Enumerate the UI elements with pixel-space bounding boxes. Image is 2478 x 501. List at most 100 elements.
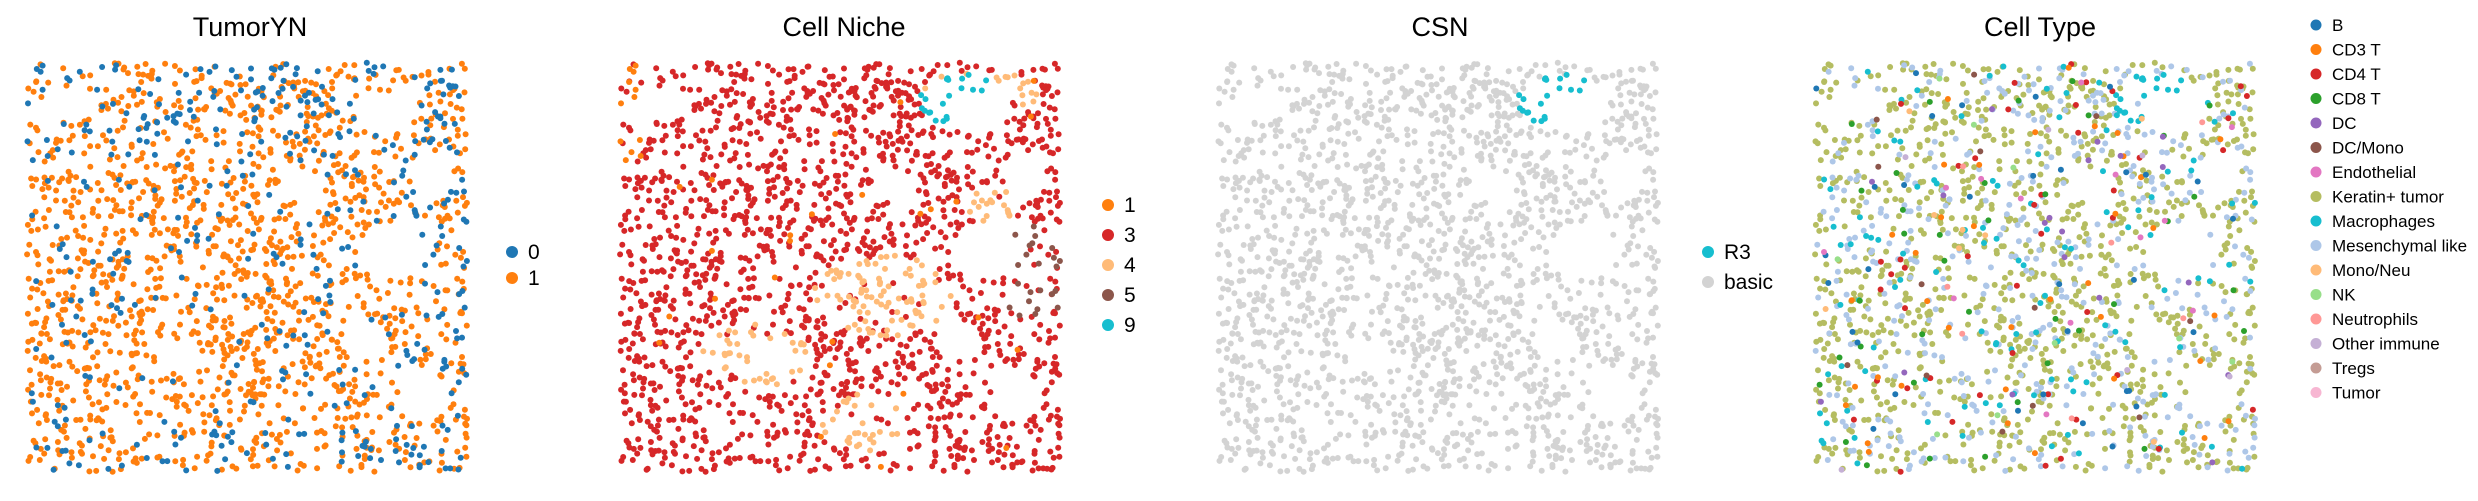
data-point: [389, 142, 396, 149]
data-point: [880, 155, 887, 162]
data-point: [1056, 258, 1063, 264]
data-point: [81, 332, 88, 338]
data-point: [811, 466, 818, 473]
data-point: [1648, 254, 1655, 261]
data-point: [152, 275, 159, 282]
data-point: [352, 262, 359, 269]
data-point: [452, 251, 459, 258]
data-point: [114, 127, 121, 134]
data-point: [1023, 251, 1030, 258]
data-point: [1013, 443, 1020, 450]
data-point: [1036, 336, 1043, 343]
data-point: [674, 150, 681, 157]
data-point: [330, 219, 336, 226]
data-point: [25, 85, 32, 92]
data-point: [671, 442, 678, 449]
data-point: [1006, 435, 1013, 441]
data-point: [75, 329, 82, 336]
data-point: [1306, 176, 1313, 183]
data-point: [1236, 277, 1243, 284]
data-point: [245, 203, 252, 209]
data-point: [238, 87, 244, 94]
data-point: [87, 338, 94, 345]
data-point: [1041, 360, 1048, 367]
data-point: [799, 412, 806, 419]
data-point: [1449, 321, 1456, 328]
data-point: [833, 185, 840, 192]
data-point: [1270, 214, 1277, 221]
data-point: [163, 394, 170, 401]
data-point: [1319, 212, 1326, 219]
data-point: [1235, 444, 1242, 451]
data-point: [747, 432, 754, 439]
data-point: [371, 164, 378, 170]
data-point: [1503, 122, 1510, 129]
data-point: [756, 242, 763, 249]
data-point: [983, 178, 990, 185]
data-point: [41, 324, 48, 331]
data-point: [289, 361, 296, 368]
data-point: [1551, 399, 1558, 406]
data-point: [820, 238, 827, 245]
data-point: [456, 245, 463, 251]
data-point: [1027, 113, 1034, 120]
data-point: [980, 277, 987, 284]
data-point: [1379, 166, 1386, 173]
data-point: [1426, 242, 1432, 249]
data-point: [1478, 450, 1485, 457]
data-point: [1001, 202, 1007, 209]
data-point: [462, 444, 469, 451]
data-point: [397, 279, 404, 286]
data-point: [1016, 126, 1023, 133]
data-point: [1355, 226, 1362, 233]
data-point: [277, 238, 284, 245]
data-point: [28, 390, 35, 397]
data-point: [617, 138, 624, 145]
data-point: [661, 214, 668, 221]
data-point: [1234, 374, 1241, 381]
data-point: [174, 161, 181, 168]
data-point: [1543, 262, 1550, 269]
data-point: [459, 365, 466, 372]
data-point: [1629, 218, 1636, 225]
data-point: [1516, 66, 1523, 72]
data-point: [932, 424, 939, 431]
data-point: [1430, 248, 1437, 255]
data-point: [1025, 78, 1031, 85]
data-point: [1645, 132, 1652, 139]
data-point: [74, 273, 81, 280]
data-point: [126, 183, 133, 190]
data-point: [1535, 229, 1542, 236]
data-point: [699, 127, 706, 134]
data-point: [1436, 329, 1443, 336]
data-point: [460, 248, 467, 255]
data-point: [68, 202, 75, 209]
data-point: [275, 402, 282, 409]
data-point: [349, 234, 356, 241]
data-point: [210, 313, 216, 320]
data-point: [325, 66, 332, 72]
data-point: [1056, 322, 1063, 329]
data-point: [329, 152, 336, 159]
data-point: [801, 158, 808, 165]
data-point: [795, 136, 802, 143]
data-point: [1546, 453, 1553, 459]
data-point: [1615, 85, 1622, 92]
data-point: [172, 393, 179, 399]
data-point: [1328, 401, 1334, 408]
data-point: [919, 372, 926, 379]
data-point: [292, 71, 299, 78]
data-point: [147, 91, 154, 97]
data-point: [428, 115, 435, 122]
data-point: [832, 131, 839, 137]
data-point: [924, 402, 931, 409]
data-point: [863, 127, 869, 134]
data-point: [848, 133, 855, 140]
data-point: [194, 453, 201, 460]
data-point: [877, 102, 884, 108]
data-point: [691, 240, 698, 247]
data-point: [1224, 176, 1231, 183]
data-point: [1302, 206, 1309, 213]
data-point: [1259, 214, 1266, 221]
data-point: [204, 367, 210, 374]
